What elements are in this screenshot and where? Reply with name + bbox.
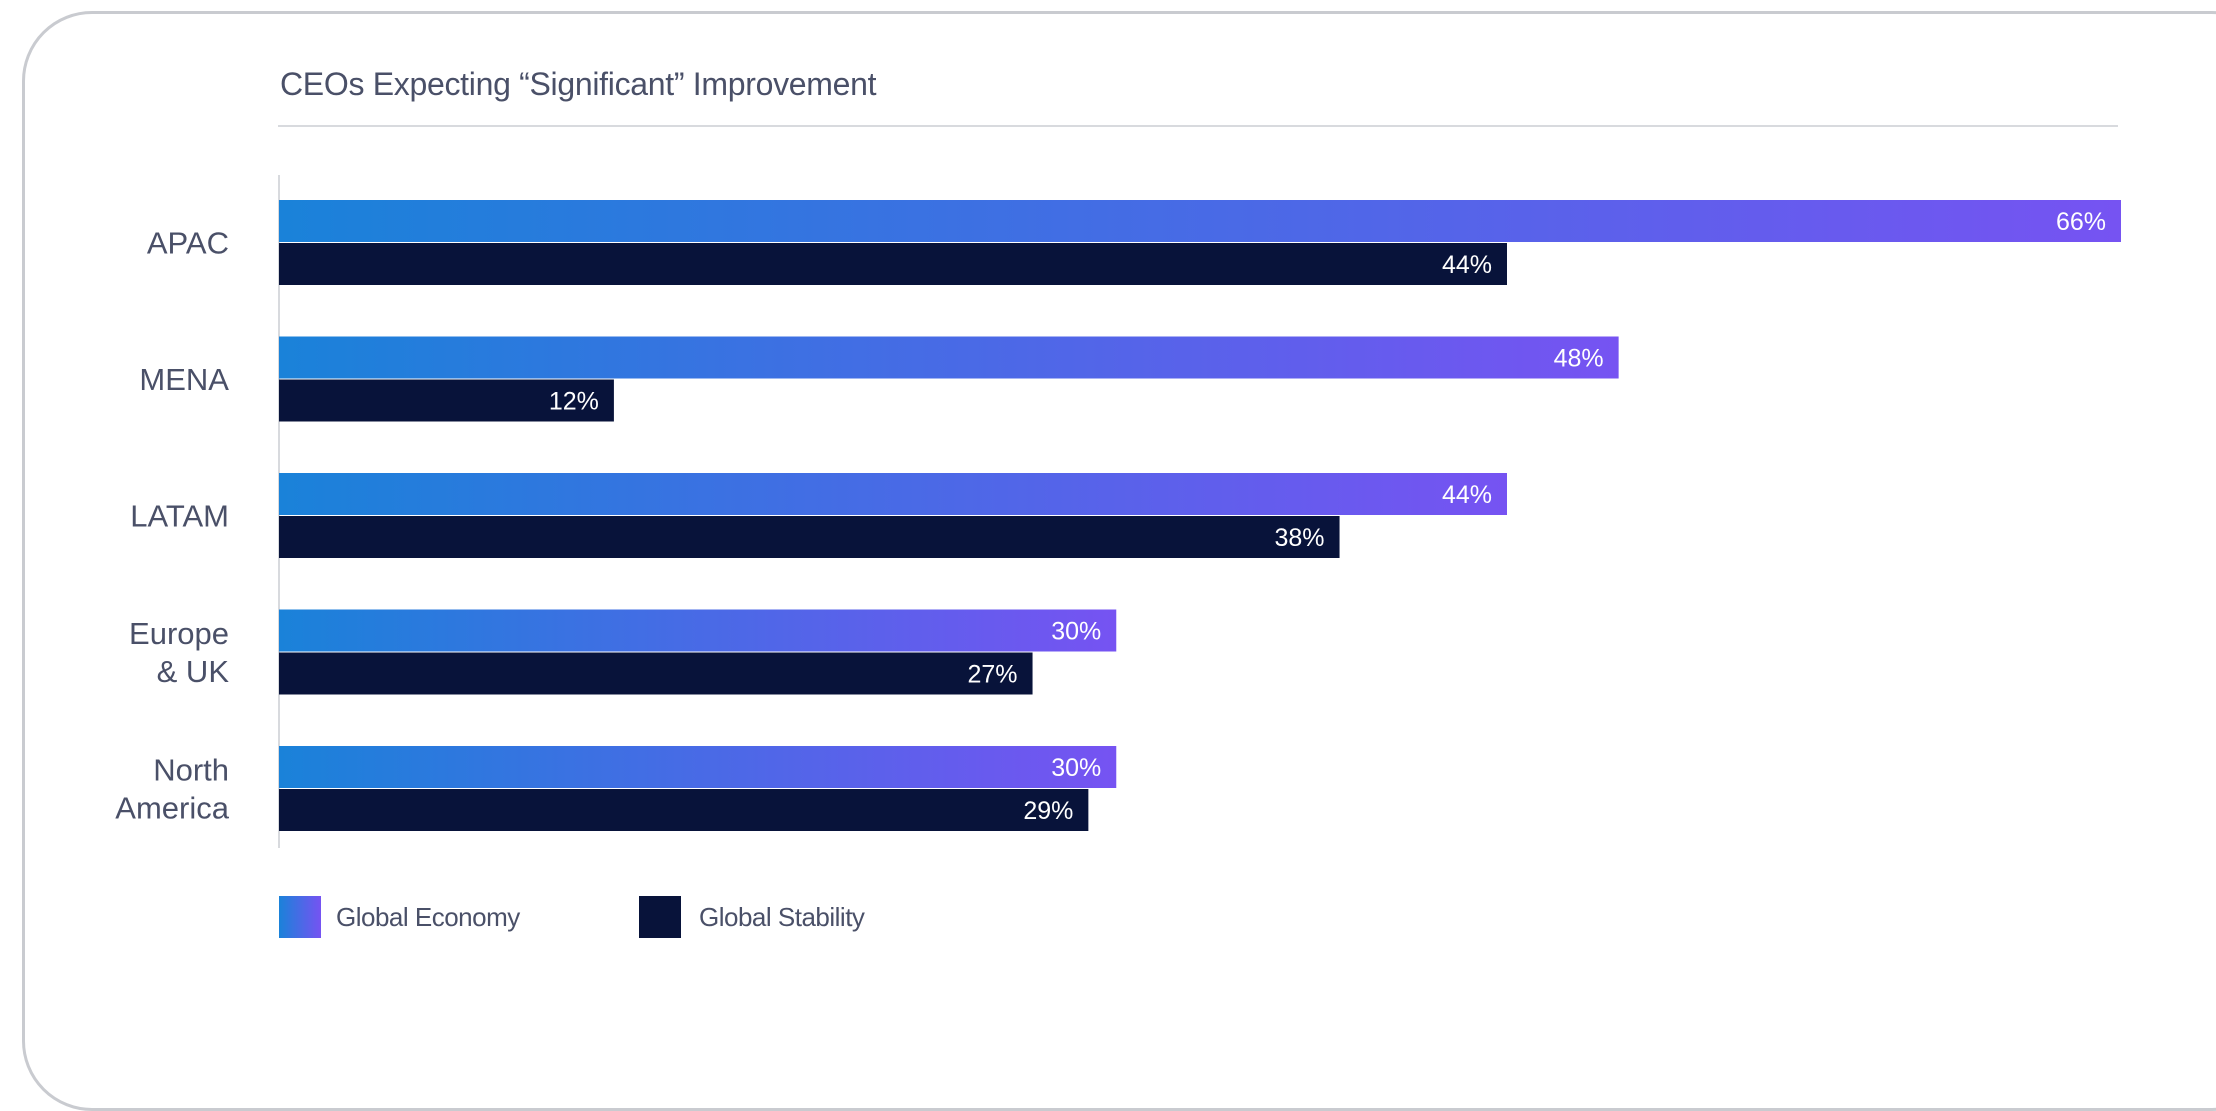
legend-label-global-economy: Global Economy	[336, 901, 520, 932]
legend-item-global-stability: Global Stability	[639, 895, 865, 939]
bar-global-economy-apac	[279, 200, 2121, 242]
legend-swatch-global-stability	[639, 896, 681, 938]
value-label-global-stability-mena: 12%	[549, 388, 599, 416]
value-label-global-economy-latam: 44%	[1442, 481, 1492, 509]
legend-item-global-economy: Global Economy	[279, 895, 520, 939]
bar-global-stability-mena	[279, 379, 614, 422]
bar-global-stability-apac	[279, 243, 1507, 285]
bar-global-stability-latam	[279, 516, 1340, 558]
bar-global-economy-mena	[279, 336, 1619, 379]
title-divider	[278, 125, 2118, 127]
value-label-global-economy-north-america: 30%	[1051, 754, 1101, 782]
value-label-global-stability-north-america: 29%	[1023, 797, 1073, 825]
category-label-europe-uk: Europe & UK	[129, 616, 229, 689]
value-label-global-stability-apac: 44%	[1442, 251, 1492, 279]
bar-global-economy-latam	[279, 473, 1507, 515]
bar-chart: 66% 44% APAC 48% 12% MENA 44% 38% LATAM 30% 27% Eur…	[115, 175, 2121, 848]
chart-card	[22, 11, 2216, 1111]
value-label-global-economy-apac: 66%	[2056, 208, 2106, 236]
value-label-global-economy-mena: 48%	[1554, 345, 1604, 373]
legend-label-global-stability: Global Stability	[699, 901, 865, 932]
bar-global-stability-north-america	[279, 789, 1089, 831]
bar-global-economy-north-america	[279, 746, 1117, 788]
value-label-global-stability-latam: 38%	[1274, 524, 1324, 552]
category-label-latam: LATAM	[130, 499, 229, 534]
bar-global-economy-europe-uk	[279, 609, 1117, 652]
category-label-mena: MENA	[139, 362, 229, 397]
legend-swatch-global-economy	[279, 896, 321, 938]
bar-global-stability-europe-uk	[279, 652, 1033, 695]
value-label-global-economy-europe-uk: 30%	[1051, 618, 1101, 646]
chart-title: CEOs Expecting “Significant” Improvement	[280, 66, 877, 102]
category-label-apac: APAC	[147, 226, 229, 261]
value-label-global-stability-europe-uk: 27%	[967, 661, 1017, 689]
category-label-north-america: North America	[115, 753, 229, 826]
